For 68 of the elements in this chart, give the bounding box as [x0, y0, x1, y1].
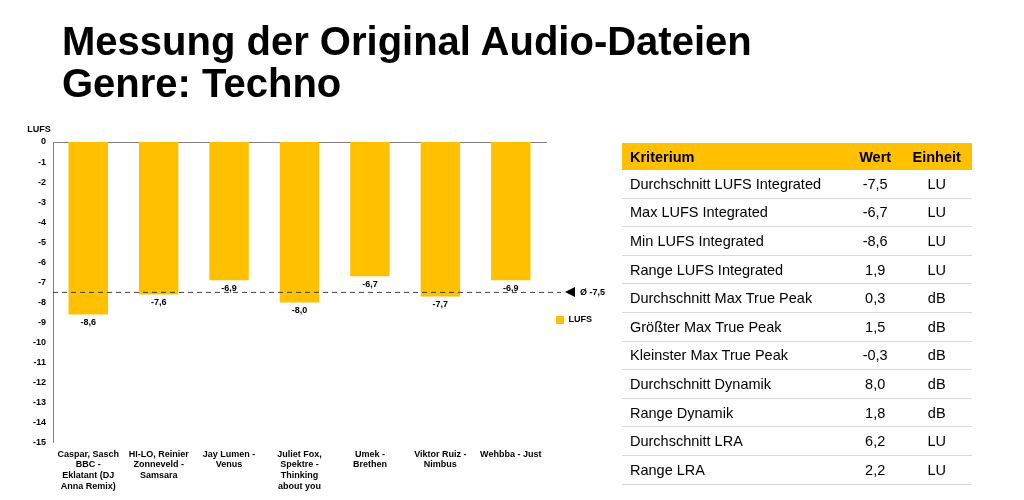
y-tick-label: -5	[37, 236, 47, 247]
text: Range Dynamik	[622, 398, 849, 427]
y-tick-label: -7	[37, 276, 47, 287]
y-tick-label: -9	[37, 316, 47, 327]
text: 8,0	[848, 369, 902, 399]
x-tick-label: HI-LO, Reinier Zonneveld - Samsara	[128, 448, 190, 481]
text: Größter Max True Peak	[622, 312, 849, 342]
y-tick-label: -8	[37, 296, 47, 307]
text: Min LUFS Integrated	[622, 226, 849, 256]
text: LU	[901, 426, 972, 456]
text: -6,7	[848, 198, 902, 227]
x-tick-label: Caspar, Sasch BBC - Eklatant (DJ Anna Remix)	[57, 448, 119, 492]
text: 1,9	[848, 255, 902, 284]
data-label: -6,9	[221, 283, 237, 294]
text: 0,3	[848, 283, 902, 313]
text: Range LRA	[622, 455, 849, 485]
text: dB	[901, 398, 972, 427]
text: LU	[901, 455, 972, 485]
x-tick-label: Viktor Ruiz - Nimbus	[414, 448, 467, 470]
text: LU	[901, 255, 972, 284]
text: Max LUFS Integrated	[622, 198, 849, 227]
y-tick-label: -15	[32, 437, 47, 448]
legend-label: LUFS	[568, 314, 592, 325]
text: -8,6	[848, 226, 902, 256]
y-tick-label: -2	[37, 176, 47, 187]
data-label: -7,6	[150, 297, 167, 308]
text: LU	[901, 198, 972, 227]
text: -0,3	[848, 341, 902, 370]
y-tick-label: -6	[37, 256, 47, 267]
text: LU	[901, 170, 972, 199]
text: 1,5	[848, 312, 902, 342]
text: 2,2	[848, 455, 902, 485]
text: dB	[901, 369, 972, 399]
data-label: -7,7	[432, 299, 449, 310]
table-header: Kriterium Wert Einheit	[622, 143, 972, 170]
text: Durchschnitt Dynamik	[622, 369, 849, 399]
data-label: -6,9	[503, 283, 519, 294]
x-tick-label: Jay Lumen - Venus	[202, 448, 256, 470]
text: Durchschnitt LUFS Integrated	[622, 170, 849, 199]
chart-title: Messung der Original Audio-Dateien Genre: Techno	[62, 19, 752, 105]
text: Range LUFS Integrated	[622, 255, 849, 284]
text: dB	[901, 341, 972, 370]
x-tick-label: Juliet Fox, Spektre - Thinking about you	[277, 448, 322, 492]
y-tick-label: -11	[33, 357, 47, 368]
text: -7,5	[848, 170, 902, 199]
y-tick-label: -1	[37, 156, 47, 167]
text: 1,8	[848, 398, 902, 427]
text: Durchschnitt Max True Peak	[622, 283, 849, 313]
data-label: -8,6	[80, 317, 96, 328]
text: 6,2	[848, 426, 902, 456]
y-tick-label: 0	[40, 136, 47, 147]
y-axis-title: LUFS	[27, 123, 51, 134]
x-tick-label: Wehbba - Just	[480, 448, 542, 459]
data-label: -6,7	[362, 279, 378, 290]
text: Durchschnitt LRA	[622, 426, 849, 456]
y-tick-label: -3	[37, 196, 47, 207]
y-tick-label: -13	[32, 397, 47, 408]
y-tick-label: -10	[32, 337, 47, 348]
text: LU	[901, 226, 972, 256]
ref-line-label: Ø -7,5	[580, 286, 606, 297]
text: dB	[901, 283, 972, 313]
y-tick-label: -4	[37, 216, 47, 227]
x-tick-label: Umek - Brethen	[352, 448, 387, 470]
y-tick-label: -14	[32, 417, 47, 428]
y-tick-label: -12	[32, 377, 47, 388]
text: dB	[901, 312, 972, 342]
data-label: -8,0	[291, 305, 308, 316]
text: Kleinster Max True Peak	[622, 341, 849, 370]
